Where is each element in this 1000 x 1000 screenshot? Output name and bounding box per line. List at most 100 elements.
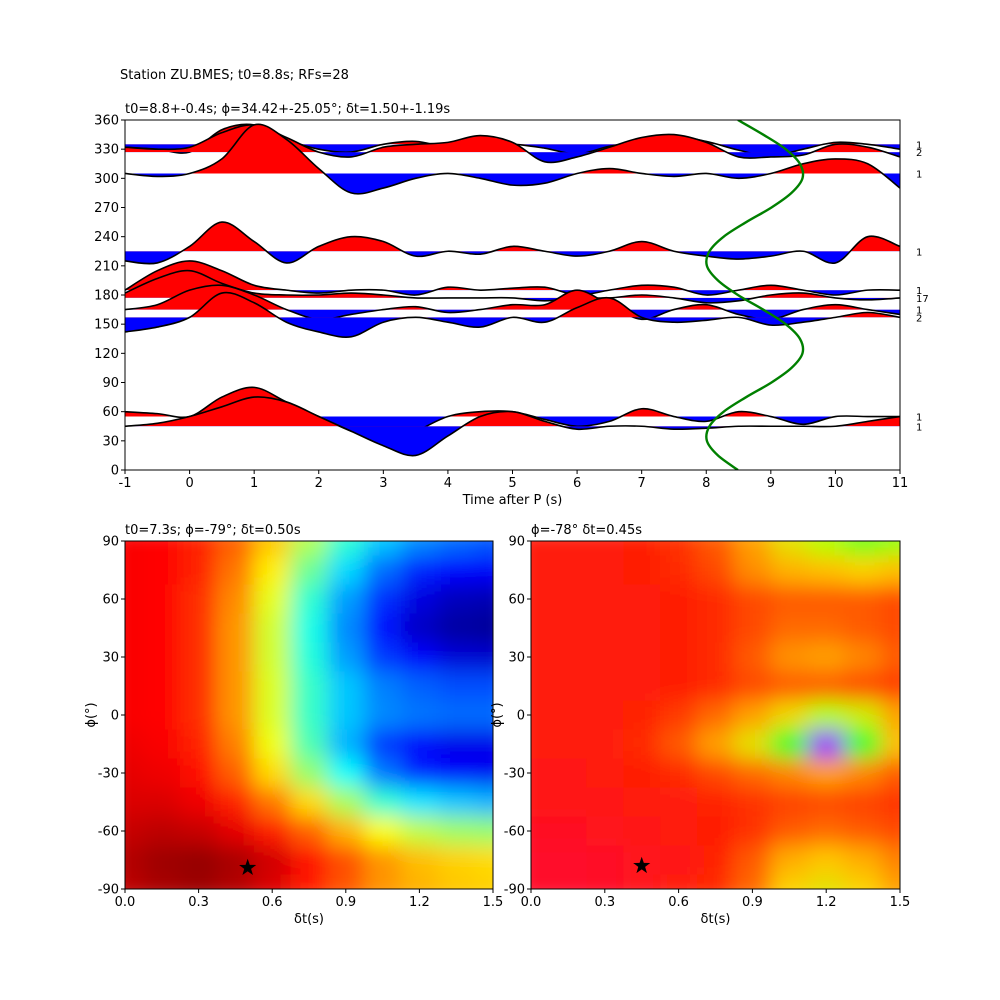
heatmap-cell — [807, 671, 846, 701]
y-axis-label: ϕ(°) — [84, 702, 99, 727]
heatmap-cell — [253, 584, 292, 614]
heatmap-cell — [549, 729, 587, 759]
heatmap-cell — [474, 758, 493, 788]
heatmap-cell — [327, 816, 365, 846]
heatmap-cell — [697, 613, 735, 643]
positive-fill — [125, 396, 900, 427]
heatmap-cell — [474, 584, 493, 614]
negative-fill — [125, 290, 900, 296]
heatmap-cell — [881, 613, 900, 643]
suptitle: Station ZU.BMES; t0=8.8s; RFs=28 — [120, 68, 349, 83]
heatmap-cell — [143, 584, 181, 614]
heatmap-cell — [660, 541, 698, 556]
heatmap-cell — [549, 787, 587, 817]
heatmap-cell — [180, 541, 218, 556]
heatmap-cell — [807, 874, 846, 889]
heatmap-cell — [881, 758, 900, 788]
heatmap-cell — [844, 700, 883, 730]
heatmap-cell — [660, 700, 698, 730]
heatmap-cell — [401, 642, 439, 672]
heatmap-cell — [364, 729, 402, 759]
heatmap-cell — [364, 613, 402, 643]
heatmap-cell — [253, 613, 292, 643]
x-tick-label: 0.3 — [188, 895, 209, 910]
y-tick-label: -90 — [504, 883, 525, 898]
heatmap-cell — [217, 671, 255, 701]
heatmap-cell — [770, 700, 809, 730]
heatmap-cell — [217, 816, 255, 846]
y-tick-label: -60 — [98, 825, 119, 840]
y-tick-label: 240 — [94, 230, 119, 245]
heatmap-cell — [437, 816, 476, 846]
y-tick-label: 60 — [508, 593, 525, 608]
heatmap-cell — [327, 671, 365, 701]
heatmap-cell — [401, 671, 439, 701]
heatmap-cell — [143, 816, 181, 846]
trace-count: 1 — [916, 140, 922, 151]
y-tick-label: 300 — [94, 172, 119, 187]
axes-frame — [530, 540, 901, 890]
heatmap-cell — [770, 845, 809, 875]
x-tick-label: 1.2 — [409, 895, 430, 910]
positive-fill — [125, 124, 900, 174]
positive-fill — [125, 222, 900, 252]
x-tick-label: -1 — [119, 476, 132, 491]
heatmap-cell — [474, 816, 493, 846]
heatmap-cell — [586, 671, 624, 701]
trace-line — [125, 291, 900, 338]
y-tick-label: -60 — [504, 825, 525, 840]
plot-area — [125, 120, 900, 470]
heatmap-cell — [807, 845, 846, 875]
heatmap-cell — [697, 845, 735, 875]
heatmap-cell — [531, 729, 550, 759]
heatmap-cell — [437, 758, 476, 788]
heatmap-cell — [531, 541, 550, 556]
heatmap-cell — [586, 613, 624, 643]
heatmap-cell — [290, 845, 328, 875]
heatmap-cell — [327, 845, 365, 875]
negative-fill — [125, 297, 900, 303]
heatmap-cell — [733, 729, 772, 759]
delay-curve — [705, 120, 805, 470]
heatmap-cell — [531, 613, 550, 643]
heatmap-cell — [733, 555, 772, 585]
heatmap-cell — [364, 816, 402, 846]
heatmap-cell — [180, 758, 218, 788]
heatmap-cell — [807, 700, 846, 730]
heatmap-cell — [327, 584, 365, 614]
x-tick-label: 1.5 — [890, 895, 911, 910]
heatmap-cell — [881, 874, 900, 889]
heatmap-cell — [586, 758, 624, 788]
heatmap-cell — [807, 642, 846, 672]
heatmap-cell — [364, 874, 402, 889]
heatmap-cell — [217, 758, 255, 788]
negative-fill — [125, 144, 900, 156]
heatmap-cell — [253, 816, 292, 846]
heatmap-cell — [125, 729, 144, 759]
heatmap-cell — [180, 845, 218, 875]
y-tick-label: 180 — [94, 289, 119, 304]
heatmap-cell — [623, 613, 661, 643]
heatmap-cell — [474, 787, 493, 817]
heatmap-cell — [217, 584, 255, 614]
heatmap-cell — [660, 874, 698, 889]
negative-fill — [286, 309, 900, 320]
heatmap-cell — [364, 845, 402, 875]
heatmap-cell — [770, 729, 809, 759]
heatmap-cell — [807, 555, 846, 585]
heatmap-cell — [180, 874, 218, 889]
heatmap-cell — [401, 555, 439, 585]
axes-title: t0=8.8+-0.4s; ϕ=34.42+-25.05°; δt=1.50+-… — [125, 102, 450, 117]
heatmap-cell — [733, 874, 772, 889]
heatmap-cell — [143, 874, 181, 889]
heatmap-cell — [125, 613, 144, 643]
heatmap-cell — [844, 729, 883, 759]
heatmap-cell — [586, 845, 624, 875]
x-tick-label: 4 — [444, 476, 452, 491]
trace-count: 1 — [916, 413, 922, 424]
trace-line — [125, 396, 900, 457]
heatmap-cell — [586, 874, 624, 889]
heatmap-cell — [770, 816, 809, 846]
trace-line — [125, 269, 900, 304]
